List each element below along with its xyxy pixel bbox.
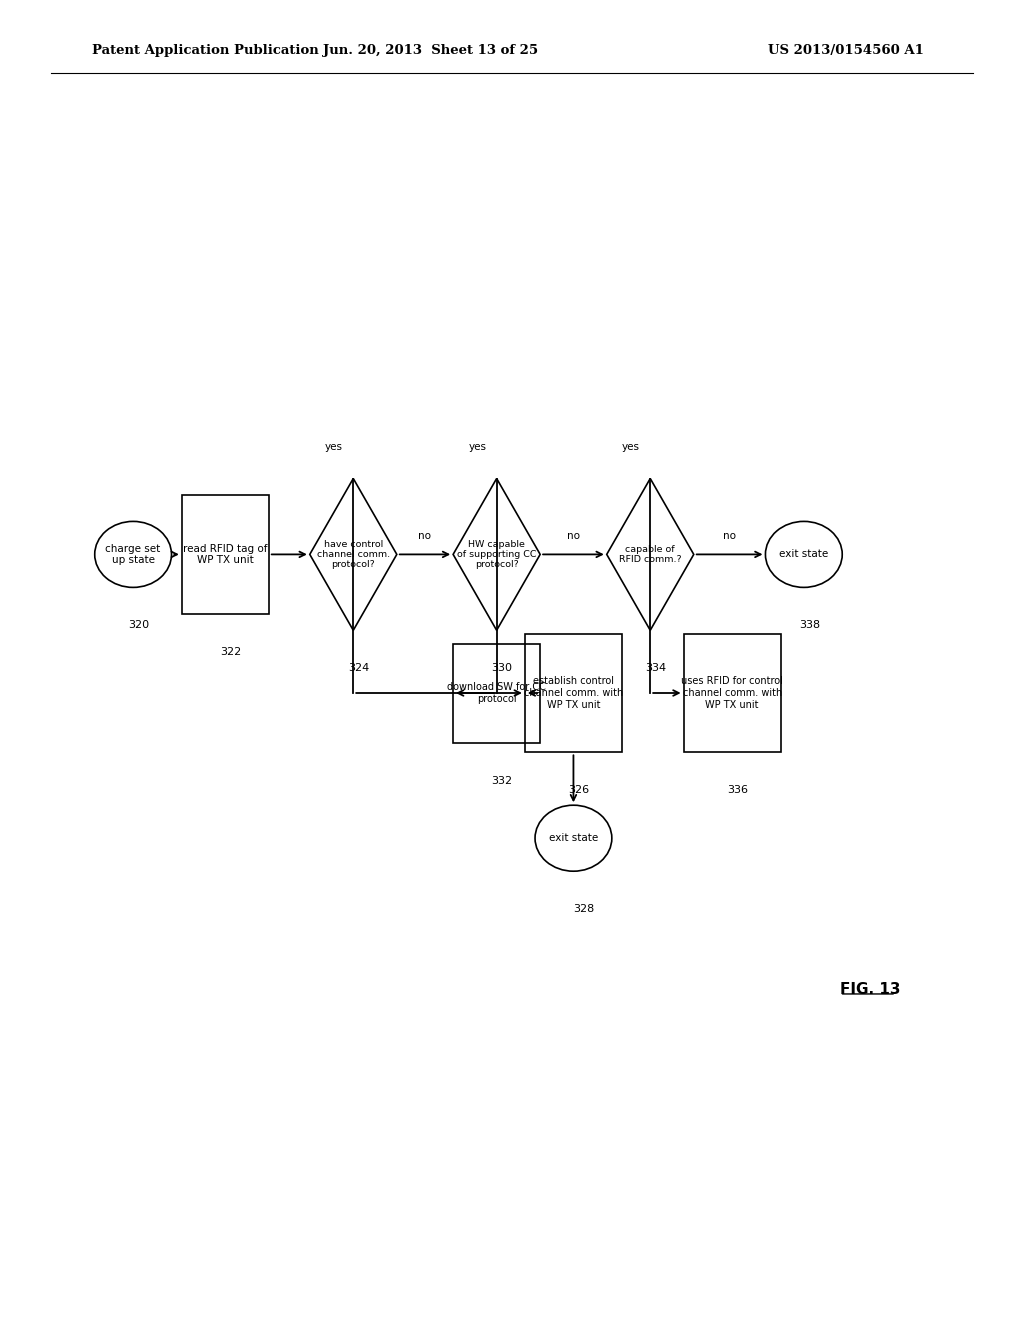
Text: 326: 326 <box>568 785 590 796</box>
Text: yes: yes <box>325 442 343 451</box>
Text: 330: 330 <box>492 664 513 673</box>
Text: Patent Application Publication: Patent Application Publication <box>92 44 318 57</box>
Text: have control
channel comm.
protocol?: have control channel comm. protocol? <box>316 540 390 569</box>
Text: 322: 322 <box>220 647 242 657</box>
Text: no: no <box>567 531 580 541</box>
Text: yes: yes <box>468 442 486 451</box>
Text: 336: 336 <box>727 785 749 796</box>
Text: read RFID tag of
WP TX unit: read RFID tag of WP TX unit <box>183 544 267 565</box>
Text: HW capable
of supporting CC
protocol?: HW capable of supporting CC protocol? <box>457 540 537 569</box>
Text: 320: 320 <box>128 620 150 631</box>
Text: 328: 328 <box>573 904 595 915</box>
Text: yes: yes <box>622 442 640 451</box>
Text: download SW for CC
protocol: download SW for CC protocol <box>447 682 546 704</box>
Text: FIG. 13: FIG. 13 <box>840 982 900 998</box>
Text: US 2013/0154560 A1: US 2013/0154560 A1 <box>768 44 924 57</box>
Text: exit state: exit state <box>779 549 828 560</box>
Text: uses RFID for control
channel comm. with
WP TX unit: uses RFID for control channel comm. with… <box>681 676 783 710</box>
Text: no: no <box>723 531 736 541</box>
Text: no: no <box>419 531 431 541</box>
Text: 332: 332 <box>492 776 513 785</box>
Text: 334: 334 <box>645 664 667 673</box>
Text: exit state: exit state <box>549 833 598 843</box>
Text: charge set
up state: charge set up state <box>105 544 161 565</box>
Text: 338: 338 <box>799 620 820 631</box>
Text: Jun. 20, 2013  Sheet 13 of 25: Jun. 20, 2013 Sheet 13 of 25 <box>323 44 538 57</box>
Text: 324: 324 <box>348 664 370 673</box>
Text: establish control
channel comm. with
WP TX unit: establish control channel comm. with WP … <box>524 676 623 710</box>
Text: capable of
RFID comm.?: capable of RFID comm.? <box>618 545 682 564</box>
